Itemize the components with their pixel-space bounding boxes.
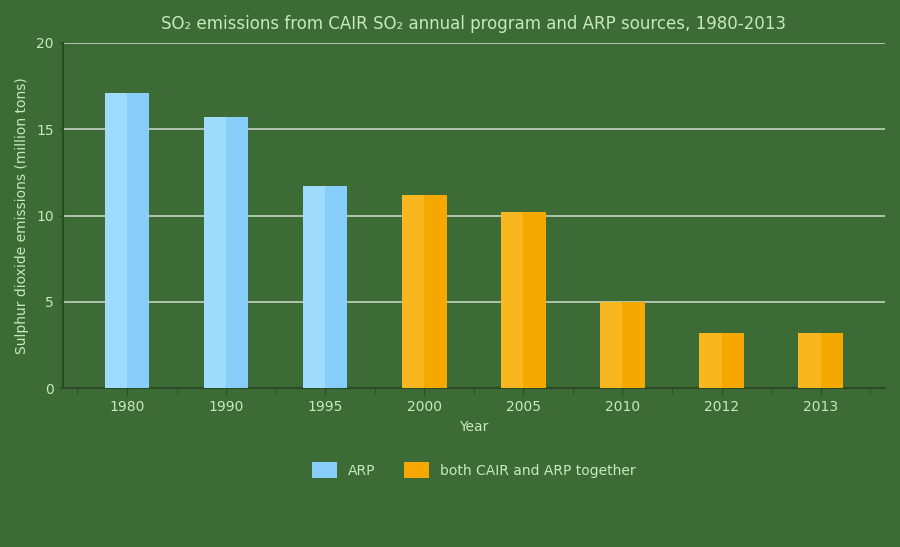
Bar [203, 117, 226, 388]
Bar [104, 93, 127, 388]
Bar [798, 333, 821, 388]
Bar [104, 93, 149, 388]
Bar [402, 195, 446, 388]
X-axis label: Year: Year [459, 420, 489, 434]
Bar [501, 212, 523, 388]
Bar [303, 186, 325, 388]
Bar [203, 117, 248, 388]
Title: SO₂ emissions from CAIR SO₂ annual program and ARP sources, 1980-2013: SO₂ emissions from CAIR SO₂ annual progr… [161, 15, 787, 33]
Bar [501, 212, 545, 388]
Bar [303, 186, 347, 388]
Bar [600, 302, 644, 388]
Bar [699, 333, 722, 388]
Bar [600, 302, 623, 388]
Bar [798, 333, 843, 388]
Legend: ARP, both CAIR and ARP together: ARP, both CAIR and ARP together [312, 462, 635, 478]
Y-axis label: Sulphur dioxide emissions (million tons): Sulphur dioxide emissions (million tons) [15, 77, 29, 354]
Bar [402, 195, 424, 388]
Bar [699, 333, 743, 388]
